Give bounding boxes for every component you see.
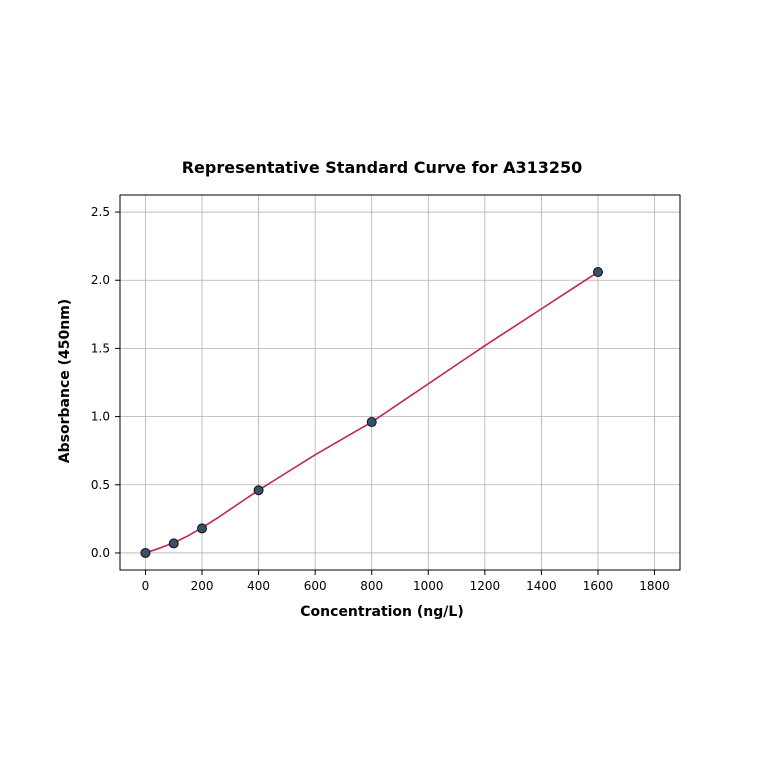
x-axis-label: Concentration (ng/L) (0, 604, 764, 620)
svg-text:1400: 1400 (526, 579, 557, 593)
svg-text:0.5: 0.5 (91, 478, 110, 492)
svg-text:1.0: 1.0 (91, 410, 110, 424)
y-axis-label: Absorbance (450nm) (57, 281, 73, 481)
svg-text:0: 0 (142, 579, 150, 593)
svg-text:1600: 1600 (583, 579, 614, 593)
svg-text:0.0: 0.0 (91, 546, 110, 560)
chart-container: { "chart": { "type": "line-scatter", "ti… (0, 0, 764, 764)
svg-text:1.5: 1.5 (91, 341, 110, 355)
svg-text:600: 600 (304, 579, 327, 593)
chart-svg: 0 200 400 600 800 1000 1200 1400 1600 1800 0.0 0.5 1… (0, 0, 764, 764)
svg-text:800: 800 (360, 579, 383, 593)
svg-text:1800: 1800 (639, 579, 670, 593)
svg-text:2.0: 2.0 (91, 273, 110, 287)
svg-text:2.5: 2.5 (91, 205, 110, 219)
svg-text:1000: 1000 (413, 579, 444, 593)
svg-text:1200: 1200 (470, 579, 501, 593)
svg-text:200: 200 (191, 579, 214, 593)
chart-title: Representative Standard Curve for A31325… (0, 158, 764, 177)
svg-text:400: 400 (247, 579, 270, 593)
